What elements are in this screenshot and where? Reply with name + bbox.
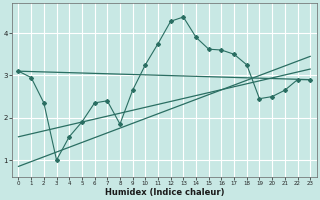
X-axis label: Humidex (Indice chaleur): Humidex (Indice chaleur)	[105, 188, 224, 197]
